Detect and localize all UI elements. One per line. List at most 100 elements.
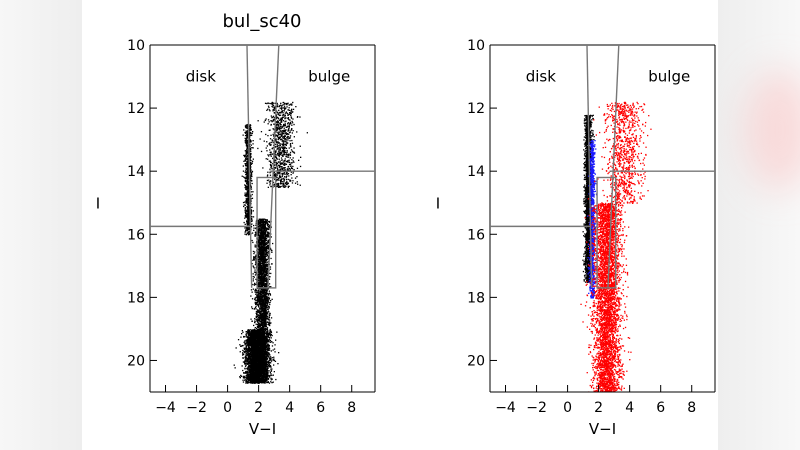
data-point xyxy=(270,334,272,336)
left-points-layer xyxy=(233,101,308,384)
data-point xyxy=(265,346,267,348)
data-point xyxy=(246,359,249,361)
data-point xyxy=(254,361,256,363)
data-point xyxy=(271,251,273,253)
data-point xyxy=(255,372,257,374)
data-point xyxy=(258,349,260,351)
data-point xyxy=(249,329,252,331)
data-point xyxy=(255,375,257,377)
data-point xyxy=(254,321,256,324)
data-point xyxy=(249,368,252,371)
data-point xyxy=(256,334,258,337)
figure-background xyxy=(82,0,718,450)
data-point xyxy=(244,351,246,354)
data-point xyxy=(275,378,277,381)
data-point xyxy=(249,359,251,362)
data-point xyxy=(268,348,270,351)
data-point xyxy=(274,344,276,346)
data-point xyxy=(256,348,258,350)
data-point xyxy=(244,342,246,344)
data-point xyxy=(266,333,268,335)
data-point xyxy=(271,334,273,337)
data-point xyxy=(259,354,261,356)
data-point xyxy=(266,308,269,310)
data-point xyxy=(268,248,270,250)
data-point xyxy=(250,353,252,355)
data-point xyxy=(266,303,268,305)
data-point xyxy=(254,366,256,368)
data-point xyxy=(247,362,249,364)
data-point xyxy=(270,356,272,358)
data-point xyxy=(264,330,266,332)
data-point xyxy=(268,375,270,377)
data-point xyxy=(251,376,253,378)
data-point xyxy=(243,350,245,353)
data-point xyxy=(246,342,248,344)
data-point xyxy=(262,364,265,366)
data-point xyxy=(248,330,250,332)
data-point xyxy=(261,358,263,360)
data-point xyxy=(258,361,260,363)
data-point xyxy=(258,341,260,343)
data-point xyxy=(248,343,250,345)
data-point xyxy=(245,361,247,363)
data-point xyxy=(269,335,272,337)
data-point xyxy=(249,331,251,333)
data-point xyxy=(261,336,263,338)
data-point xyxy=(261,380,263,383)
data-point xyxy=(271,374,273,377)
data-point xyxy=(246,377,248,379)
data-point xyxy=(259,359,261,361)
data-point xyxy=(256,334,258,336)
data-point xyxy=(250,341,252,343)
data-point xyxy=(266,381,268,384)
data-point xyxy=(242,361,245,363)
data-point xyxy=(262,368,265,370)
data-point xyxy=(247,379,249,381)
data-point xyxy=(265,372,267,374)
data-point xyxy=(263,371,265,373)
data-point xyxy=(250,331,253,333)
data-point xyxy=(233,364,235,366)
data-point xyxy=(241,365,243,367)
data-point xyxy=(255,348,257,350)
data-point xyxy=(266,338,268,340)
data-point xyxy=(242,344,244,347)
data-point xyxy=(267,330,269,333)
data-point xyxy=(251,374,253,376)
data-point xyxy=(246,349,248,351)
data-point xyxy=(254,371,256,373)
data-point xyxy=(258,356,260,358)
data-point xyxy=(246,349,249,351)
data-point xyxy=(244,363,246,365)
data-point xyxy=(248,377,250,379)
data-point xyxy=(240,375,243,377)
data-point xyxy=(265,317,267,319)
data-point xyxy=(268,337,271,339)
data-point xyxy=(265,334,268,336)
data-point xyxy=(266,344,268,346)
data-point xyxy=(240,336,242,338)
data-point xyxy=(264,270,266,272)
data-point xyxy=(259,378,261,381)
data-point xyxy=(263,265,265,268)
data-point xyxy=(271,368,273,370)
data-point xyxy=(266,369,268,371)
data-point xyxy=(268,341,270,343)
data-point xyxy=(267,339,269,341)
data-point xyxy=(273,371,275,373)
data-point xyxy=(251,356,253,358)
data-point xyxy=(262,346,264,348)
data-point xyxy=(248,340,250,343)
data-point xyxy=(258,306,260,308)
data-point xyxy=(260,339,262,341)
data-point xyxy=(247,350,249,352)
data-point xyxy=(252,331,255,333)
data-point xyxy=(240,345,243,347)
data-point xyxy=(251,359,253,361)
data-point xyxy=(259,296,261,298)
data-point xyxy=(249,343,251,345)
data-point xyxy=(260,350,262,352)
data-point xyxy=(253,362,255,364)
data-point xyxy=(259,378,262,380)
